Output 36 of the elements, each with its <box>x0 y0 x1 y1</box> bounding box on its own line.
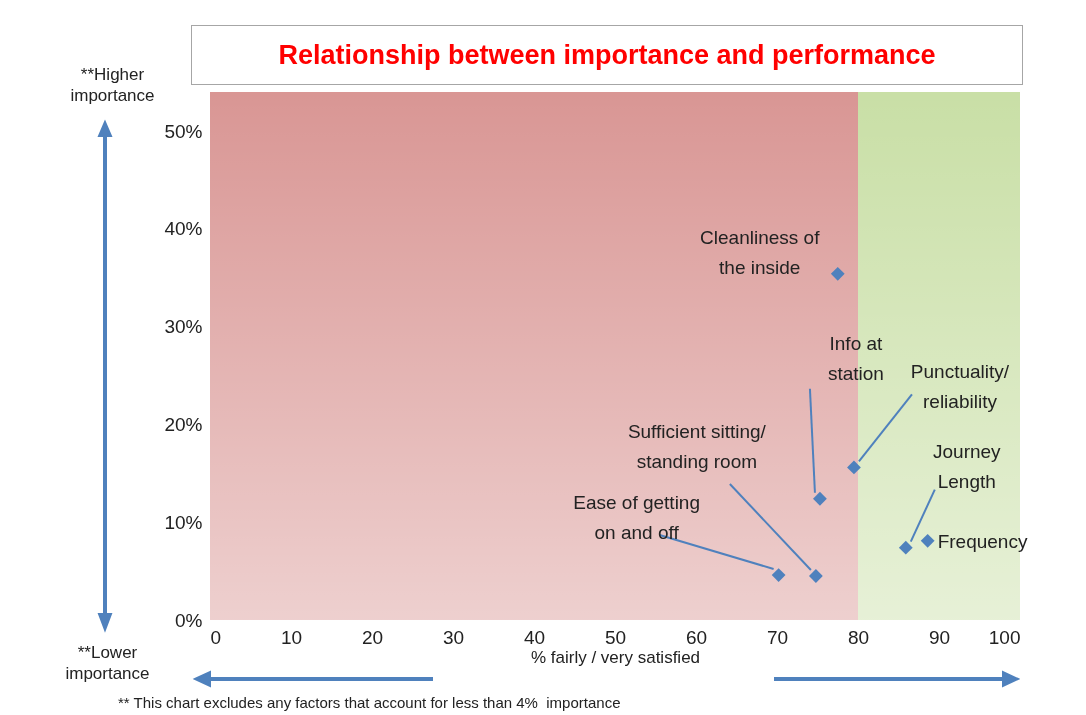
x-tick-label: 0 <box>210 626 222 648</box>
point <box>830 266 845 281</box>
x-tick-label: 100 <box>988 626 1021 648</box>
text: **Lower importance <box>64 642 151 684</box>
annotation: Cleanliness of the inside <box>700 226 821 278</box>
x-tick-label: 60 <box>685 626 708 648</box>
x-tick-label: 30 <box>442 626 465 648</box>
x-tick-label: 10 <box>280 626 303 648</box>
x-axis-title: % fairly / very satisfied <box>530 647 701 667</box>
annotation: Info at station <box>827 332 884 384</box>
y-tick-label: 20% <box>164 413 203 435</box>
x-tick-label: 50 <box>604 626 627 648</box>
x-tick-label: 40 <box>523 626 546 648</box>
annotation: Sufficient sitting/ standing room <box>627 421 767 472</box>
x-tick-label: 70 <box>766 626 789 648</box>
point <box>808 569 823 583</box>
y-tick-label: 50% <box>164 120 203 142</box>
x-tick-label: 80 <box>847 626 870 648</box>
x-tick-label: 90 <box>928 626 951 648</box>
point <box>813 491 827 506</box>
chart-title: Relationship between importance and performance <box>191 25 1023 85</box>
point <box>898 540 913 555</box>
annotation: Frequency <box>937 530 1028 552</box>
text: **Higher importance <box>69 64 156 106</box>
y-tick-label: 10% <box>164 511 203 533</box>
point <box>847 460 861 475</box>
annotation: Punctuality/ reliability <box>910 361 1010 413</box>
point <box>920 533 935 548</box>
annotation: Journey Length <box>932 440 1002 492</box>
y-tick-label: 40% <box>164 218 203 240</box>
annotation: Ease of getting on and off <box>573 492 700 544</box>
point <box>771 568 786 582</box>
y-tick-label: 30% <box>164 316 203 338</box>
x-tick-label: 20 <box>361 626 384 648</box>
y-tick-label: 0% <box>175 609 203 631</box>
text: ** This chart excludes any factors that account for less than 4% importance <box>118 693 621 713</box>
